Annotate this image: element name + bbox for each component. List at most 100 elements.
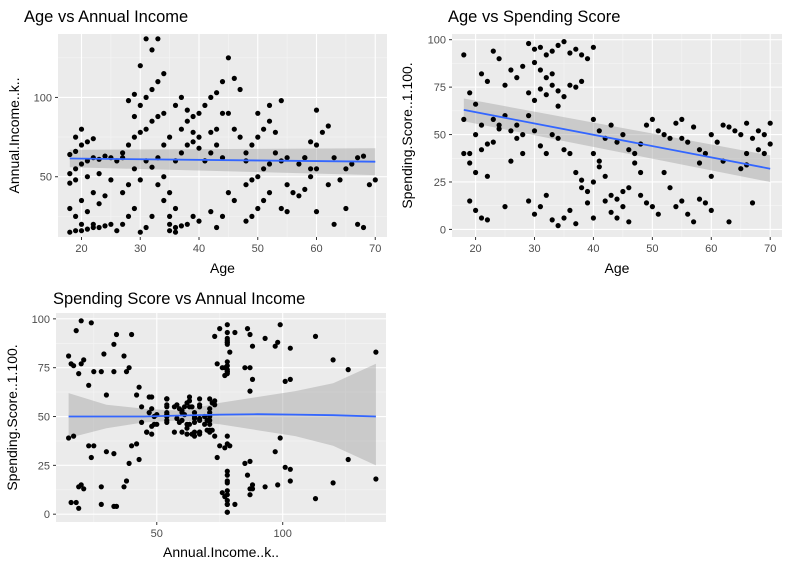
data-point bbox=[679, 135, 685, 141]
data-point bbox=[277, 435, 283, 441]
data-point bbox=[73, 177, 79, 183]
data-point bbox=[184, 221, 190, 227]
data-point bbox=[78, 126, 85, 132]
plot-title: Age vs Annual Income bbox=[24, 8, 188, 26]
data-point bbox=[212, 333, 218, 339]
data-point bbox=[167, 221, 173, 227]
y-tick-label: 75 bbox=[38, 363, 50, 375]
data-point bbox=[224, 468, 230, 474]
data-point bbox=[67, 171, 73, 177]
data-point bbox=[473, 132, 479, 138]
data-point bbox=[732, 128, 738, 134]
x-tick-label: 60 bbox=[310, 243, 322, 255]
data-point bbox=[272, 129, 278, 135]
data-point bbox=[691, 219, 697, 225]
data-point bbox=[209, 427, 215, 433]
data-point bbox=[149, 406, 155, 412]
data-point bbox=[103, 449, 109, 455]
data-point bbox=[184, 142, 190, 148]
data-point bbox=[208, 209, 214, 215]
data-point bbox=[249, 376, 256, 382]
data-point bbox=[108, 221, 114, 227]
y-axis-title: Annual.Income..k.. bbox=[6, 78, 22, 194]
confidence-band bbox=[69, 148, 376, 176]
data-point bbox=[189, 404, 195, 410]
data-point bbox=[308, 139, 314, 145]
data-point bbox=[224, 329, 230, 336]
data-point bbox=[767, 120, 773, 126]
data-point bbox=[282, 464, 288, 470]
data-point bbox=[590, 150, 597, 157]
data-point bbox=[178, 94, 184, 100]
data-point bbox=[197, 429, 203, 435]
data-point bbox=[614, 196, 620, 202]
data-point bbox=[137, 63, 143, 69]
data-point bbox=[537, 204, 544, 210]
data-point bbox=[214, 126, 220, 132]
data-point bbox=[67, 180, 73, 186]
data-point bbox=[549, 82, 555, 88]
data-point bbox=[287, 466, 293, 472]
data-point bbox=[282, 378, 288, 384]
data-point bbox=[287, 345, 293, 351]
data-point bbox=[655, 211, 661, 217]
data-point bbox=[473, 101, 479, 107]
data-point bbox=[255, 134, 261, 140]
data-point bbox=[602, 173, 608, 179]
data-point bbox=[755, 128, 762, 134]
data-point bbox=[343, 205, 349, 212]
data-point bbox=[172, 229, 179, 235]
data-point bbox=[134, 392, 140, 398]
data-point bbox=[73, 166, 79, 172]
data-point bbox=[549, 217, 555, 223]
data-point bbox=[131, 113, 137, 120]
data-point bbox=[261, 126, 267, 132]
data-point bbox=[125, 142, 132, 148]
data-point bbox=[174, 402, 180, 408]
fit-line bbox=[463, 109, 771, 170]
data-point bbox=[231, 75, 237, 81]
data-point bbox=[243, 182, 249, 188]
data-point bbox=[531, 97, 538, 103]
data-point bbox=[502, 204, 508, 210]
data-point bbox=[146, 410, 152, 416]
data-point bbox=[149, 164, 155, 170]
data-point bbox=[136, 456, 142, 463]
data-point bbox=[184, 118, 190, 124]
data-point bbox=[255, 174, 261, 180]
data-point bbox=[596, 128, 602, 134]
data-point bbox=[484, 141, 490, 147]
data-point bbox=[186, 421, 193, 427]
data-point bbox=[573, 84, 579, 90]
data-point bbox=[247, 388, 253, 394]
data-point bbox=[196, 110, 202, 116]
data-point bbox=[714, 139, 720, 145]
data-point bbox=[249, 213, 255, 219]
data-point bbox=[685, 211, 691, 217]
data-point bbox=[161, 174, 167, 180]
data-point bbox=[626, 219, 632, 225]
y-axis-title: Spending.Score..1.100. bbox=[399, 62, 415, 208]
data-point bbox=[502, 82, 508, 88]
data-point bbox=[91, 369, 97, 375]
data-point bbox=[155, 79, 161, 85]
data-point bbox=[761, 150, 767, 157]
data-point bbox=[638, 192, 644, 198]
data-point bbox=[744, 120, 750, 126]
data-point bbox=[131, 134, 137, 140]
data-point bbox=[543, 150, 549, 157]
data-point bbox=[76, 505, 82, 511]
data-point bbox=[186, 394, 193, 400]
data-point bbox=[702, 150, 709, 157]
data-point bbox=[313, 166, 320, 172]
data-point bbox=[191, 433, 198, 439]
data-point bbox=[343, 166, 349, 172]
data-point bbox=[473, 207, 479, 213]
data-point bbox=[225, 55, 231, 61]
data-point bbox=[120, 190, 126, 196]
data-point bbox=[212, 433, 218, 439]
data-point bbox=[484, 78, 490, 84]
data-point bbox=[461, 116, 467, 122]
data-point bbox=[531, 128, 538, 134]
